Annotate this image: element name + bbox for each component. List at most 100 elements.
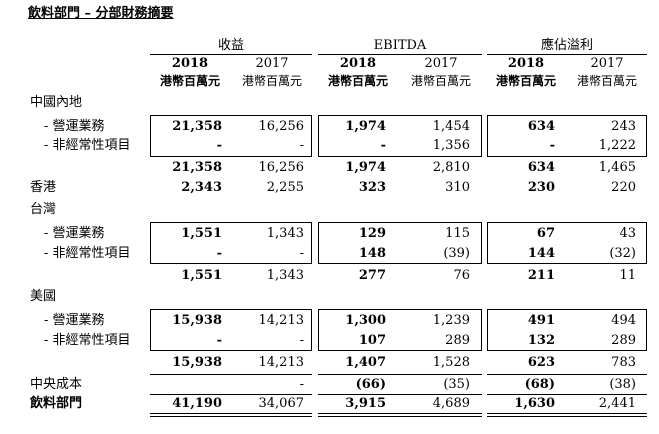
cell-cn-nr-0: - (216, 138, 222, 153)
cell-tw-sub-3: 76 (453, 268, 470, 283)
cell-us-op-4: 491 (527, 313, 555, 328)
year-2018-revenue: 2018 (171, 56, 209, 71)
cell-cn-op-0: 21,358 (172, 119, 222, 134)
cell-us-sub-5: 783 (611, 355, 636, 370)
cell-total-3: 4,689 (432, 396, 470, 411)
cell-cn-op-2: 1,974 (345, 119, 386, 134)
cell-hk-2: 323 (358, 180, 386, 195)
cell-us-nr-3: 289 (445, 333, 470, 348)
cell-us-nr-2: 107 (358, 333, 386, 348)
cell-tw-nr-4: 144 (527, 246, 555, 261)
cell-hk-3: 310 (445, 180, 470, 195)
cell-cn-op-5: 243 (611, 119, 636, 134)
year-2018-profit: 2018 (507, 56, 545, 71)
cell-us-nr-4: 132 (527, 333, 555, 348)
ebitda-header: EBITDA (373, 38, 427, 53)
cell-tw-nr-1: - (299, 246, 304, 261)
cell-cn-sub-5: 1,465 (598, 160, 636, 175)
profit-header-rule (487, 54, 647, 55)
box-taiwan-profit (487, 222, 647, 264)
cell-cn-sub-3: 2,810 (432, 160, 470, 175)
revenue-header-rule (150, 54, 312, 55)
year-2017-profit: 2017 (590, 56, 624, 71)
cell-total-2: 3,915 (345, 396, 386, 411)
cell-us-sub-1: 14,213 (258, 355, 305, 370)
box-taiwan-ebitda (318, 222, 482, 264)
rule-before-total-profit (487, 394, 647, 395)
cell-central-1: - (299, 377, 304, 392)
cell-cn-nr-1: - (299, 138, 304, 153)
label-usa-operating: - 營運業務 (44, 313, 105, 328)
cell-us-op-0: 15,938 (172, 313, 222, 328)
total-underline-revenue-2 (150, 416, 312, 417)
year-2018-ebitda: 2018 (339, 56, 377, 71)
cell-hk-1: 2,255 (266, 180, 304, 195)
rule-before-central-profit (487, 374, 647, 375)
section-taiwan: 台灣 (30, 202, 57, 217)
unit-2018-ebitda: 港幣百萬元 (327, 74, 388, 88)
box-china-ebitda (318, 115, 482, 157)
cell-us-nr-5: 289 (611, 333, 636, 348)
cell-tw-op-3: 115 (445, 226, 470, 241)
cell-tw-nr-5: (32) (609, 246, 636, 261)
total-underline-ebitda-2 (318, 416, 482, 417)
label-taiwan-nonrecurring: - 非經常性項目 (44, 246, 131, 261)
section-central-cost: 中央成本 (30, 377, 83, 392)
unit-2017-revenue: 港幣百萬元 (241, 74, 302, 88)
page-title: 飲料部門 – 分部財務摘要 (28, 6, 174, 21)
cell-total-5: 2,441 (598, 396, 636, 411)
total-underline-profit-1 (487, 413, 647, 414)
rule-before-total-ebitda (318, 394, 482, 395)
cell-central-2: (66) (355, 377, 386, 392)
cell-central-4: (68) (524, 377, 555, 392)
cell-us-op-2: 1,300 (345, 313, 386, 328)
box-usa-ebitda (318, 309, 482, 351)
cell-us-sub-2: 1,407 (345, 355, 386, 370)
cell-hk-5: 220 (611, 180, 636, 195)
cell-cn-nr-2: - (380, 138, 386, 153)
ebitda-header-rule (318, 54, 482, 55)
rule-before-total-revenue (150, 394, 312, 395)
cell-tw-nr-2: 148 (358, 246, 386, 261)
unit-2018-profit: 港幣百萬元 (495, 74, 556, 88)
cell-us-op-1: 14,213 (258, 313, 305, 328)
cell-tw-op-5: 43 (619, 226, 636, 241)
cell-cn-op-1: 16,256 (258, 119, 305, 134)
cell-tw-op-2: 129 (358, 226, 386, 241)
rule-before-central-revenue (150, 374, 312, 375)
box-china-profit (487, 115, 647, 157)
cell-us-op-5: 494 (611, 313, 636, 328)
cell-tw-op-0: 1,551 (181, 226, 222, 241)
cell-tw-sub-2: 277 (358, 268, 386, 283)
profit-header: 應佔溢利 (540, 38, 593, 53)
cell-tw-op-1: 1,343 (266, 226, 304, 241)
section-usa: 美國 (30, 289, 57, 304)
cell-total-4: 1,630 (514, 396, 555, 411)
cell-central-5: (38) (609, 377, 636, 392)
cell-cn-nr-4: - (549, 138, 555, 153)
cell-cn-nr-3: 1,356 (432, 138, 470, 153)
label-china-operating: - 營運業務 (44, 119, 105, 134)
revenue-header: 收益 (217, 38, 244, 53)
cell-cn-sub-1: 16,256 (258, 160, 305, 175)
total-underline-profit-2 (487, 416, 647, 417)
cell-tw-nr-3: (39) (443, 246, 470, 261)
cell-cn-op-4: 634 (527, 119, 555, 134)
cell-tw-sub-1: 1,343 (266, 268, 304, 283)
section-china: 中國內地 (30, 95, 83, 110)
cell-tw-op-4: 67 (536, 226, 555, 241)
box-usa-revenue (150, 309, 312, 351)
cell-us-sub-4: 623 (527, 355, 555, 370)
year-2017-revenue: 2017 (255, 56, 289, 71)
cell-tw-sub-4: 211 (527, 268, 555, 283)
cell-cn-sub-4: 634 (527, 160, 555, 175)
cell-hk-0: 2,343 (181, 180, 222, 195)
cell-hk-4: 230 (527, 180, 555, 195)
cell-total-0: 41,190 (172, 396, 222, 411)
cell-cn-sub-2: 1,974 (345, 160, 386, 175)
unit-2018-revenue: 港幣百萬元 (159, 74, 220, 88)
cell-cn-nr-5: 1,222 (598, 138, 636, 153)
section-hongkong: 香港 (30, 180, 57, 195)
cell-central-3: (35) (443, 377, 470, 392)
cell-total-1: 34,067 (258, 396, 305, 411)
